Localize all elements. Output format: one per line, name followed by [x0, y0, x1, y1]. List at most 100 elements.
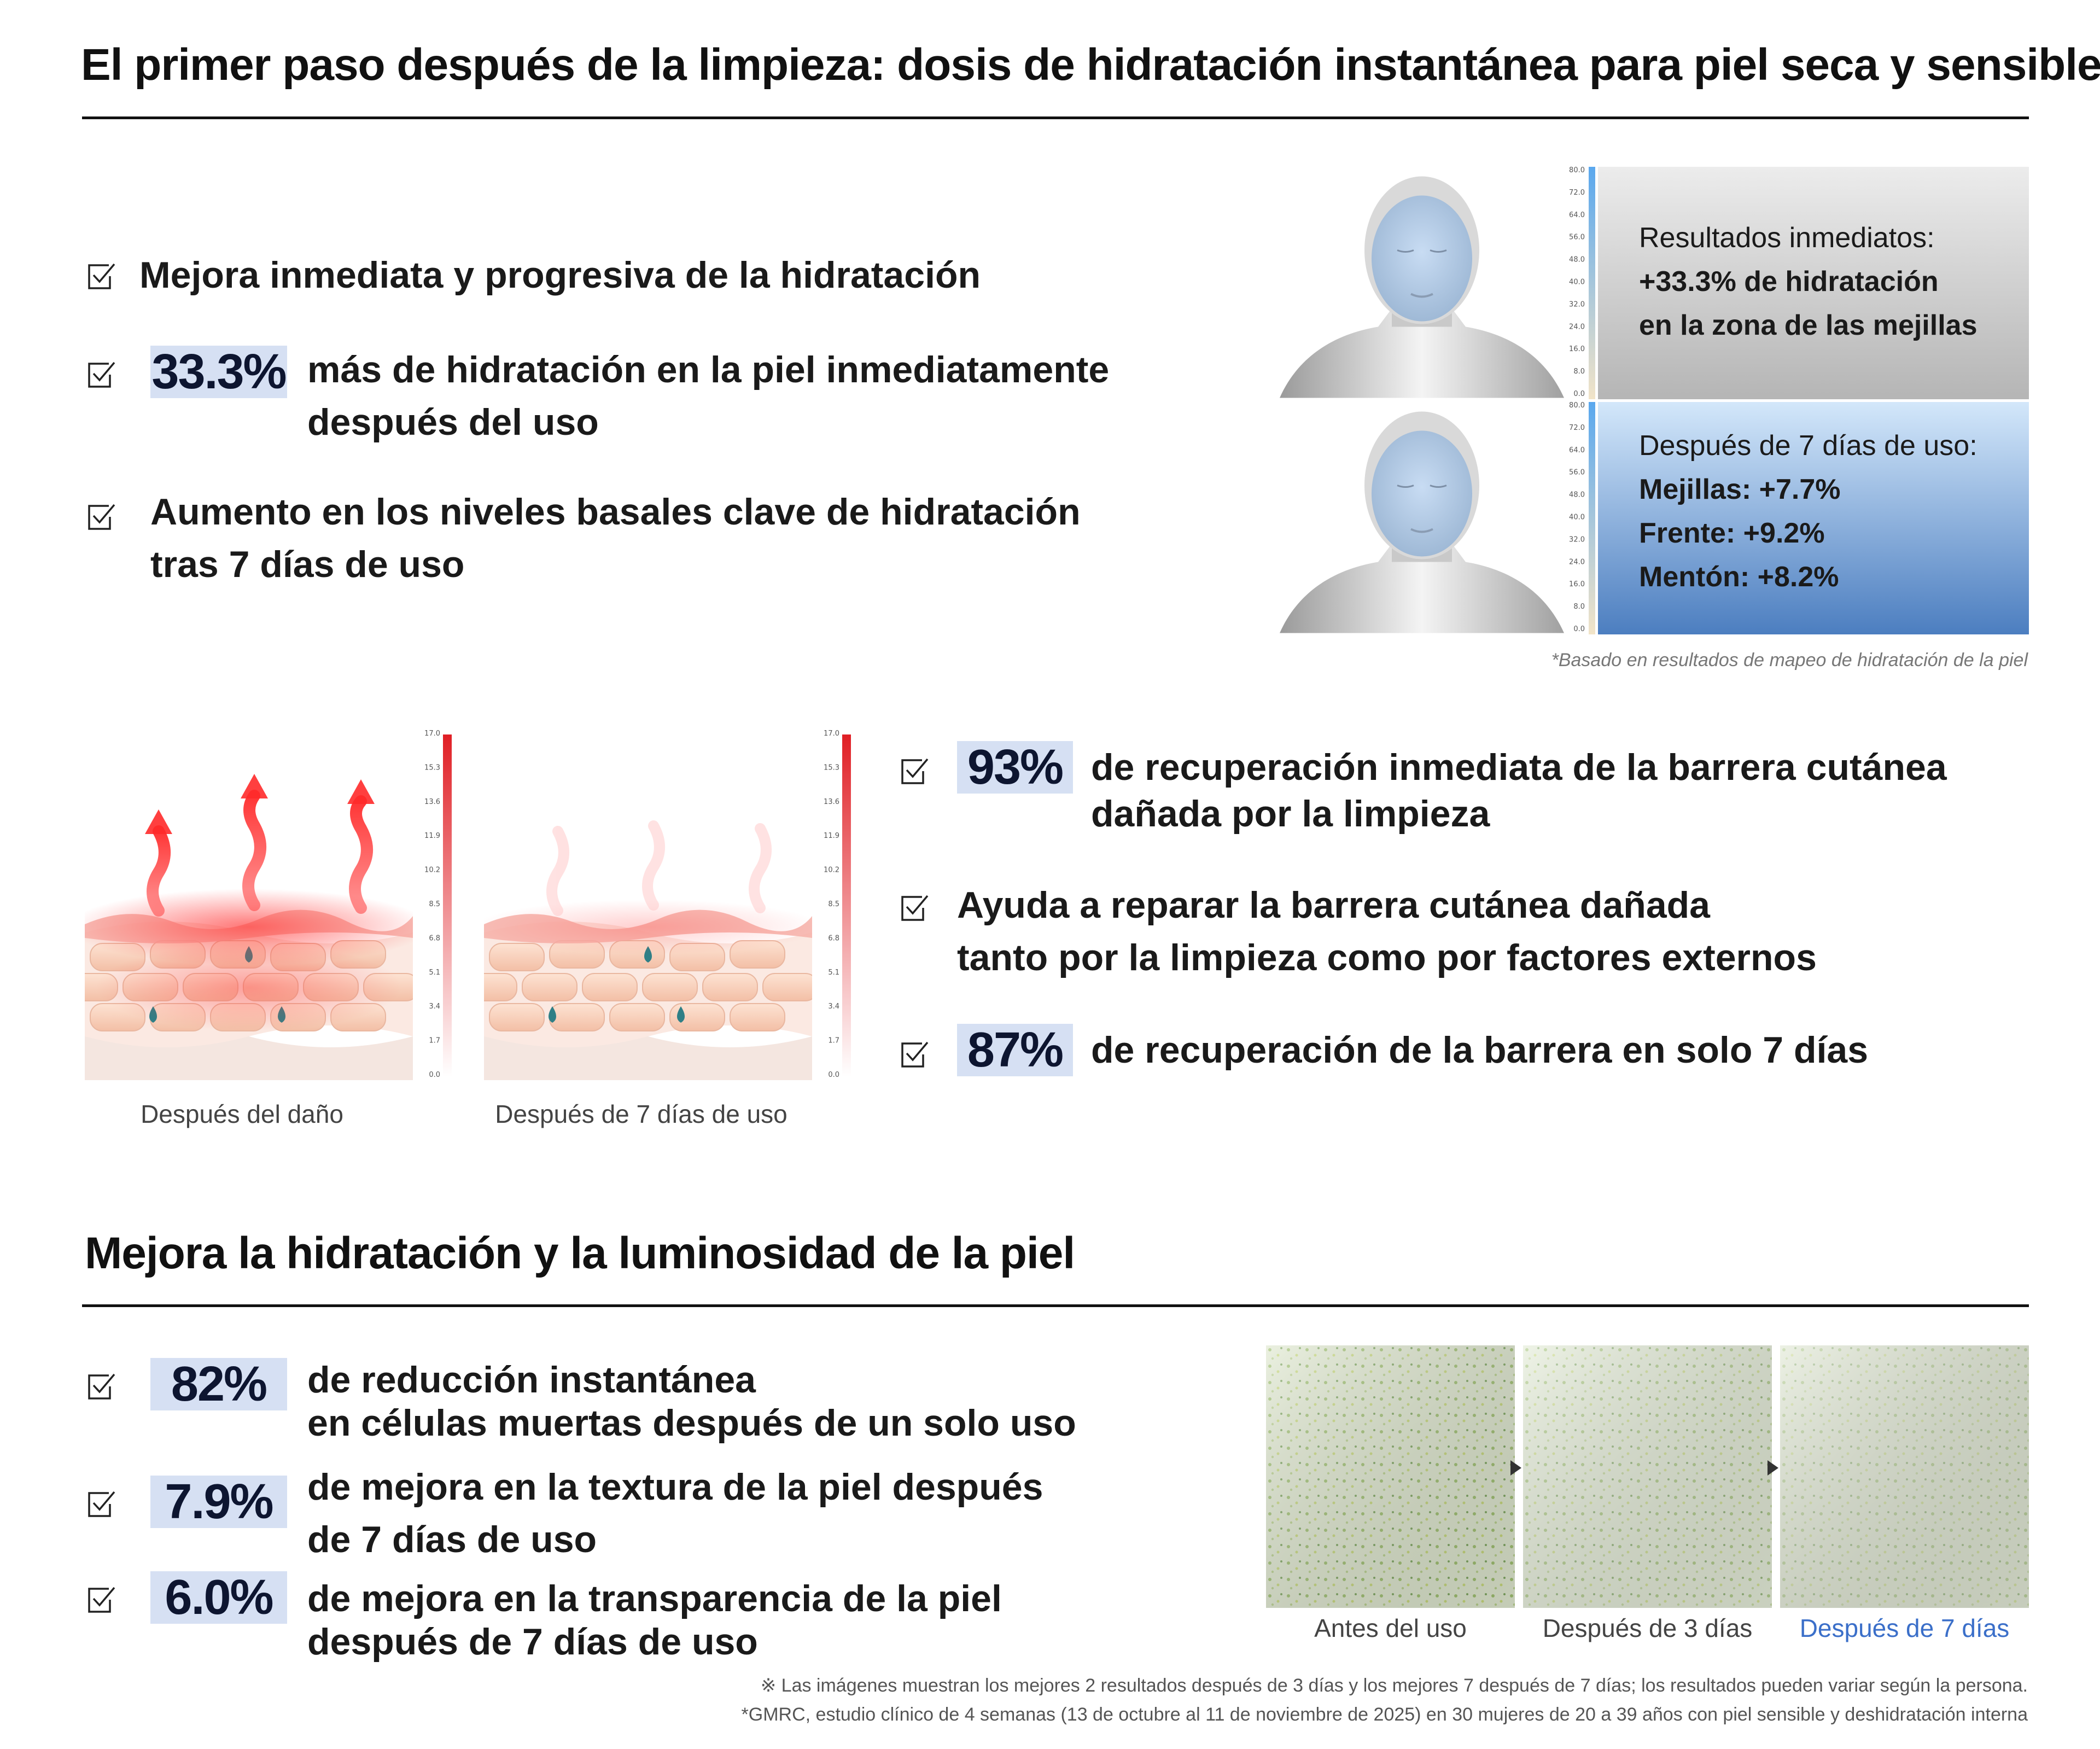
scale-tick-label: 5.1 — [429, 969, 440, 977]
scale-tick-label: 8.0 — [1573, 368, 1585, 376]
caption-after-7-days: Después de 7 días de uso — [495, 1100, 788, 1128]
scale-tick-label: 16.0 — [1569, 580, 1585, 588]
evaporation-arrows — [147, 790, 373, 917]
scale-tick-label: 5.1 — [828, 969, 839, 977]
checkbox-icon — [898, 1038, 931, 1071]
scale-tick-label: 6.8 — [828, 934, 839, 942]
hydration-scale-labels: 80.0 72.0 64.0 56.0 48.0 40.0 32.0 24.0 16.0 8.0 0… — [1569, 167, 1585, 398]
scale-tick-label: 13.6 — [824, 798, 839, 806]
section-divider — [82, 1304, 2029, 1307]
checkbox-icon — [898, 755, 931, 788]
scale-tick-label: 80.0 — [1569, 167, 1585, 174]
checkbox-icon — [85, 358, 118, 391]
scale-tick-label: 56.0 — [1569, 234, 1585, 242]
panel-stat: en la zona de las mejillas — [1639, 310, 1978, 341]
panel-heading: Resultados inmediatos: — [1639, 222, 1935, 254]
benefit-text: Mejora inmediata y progresiva de la hidr… — [139, 254, 981, 296]
scale-tick-label: 32.0 — [1569, 300, 1585, 308]
panel-heading: Después de 7 días de uso: — [1639, 430, 1978, 462]
scale-tick-label: 0.0 — [1573, 625, 1585, 633]
photo-disclaimer: ※ Las imágenes muestran los mejores 2 re… — [760, 1675, 2028, 1696]
checkbox-icon — [85, 1488, 118, 1520]
scale-tick-label: 16.0 — [1569, 345, 1585, 353]
stat-badge: 6.0% — [150, 1571, 287, 1624]
scale-tick-label: 56.0 — [1569, 469, 1585, 477]
scale-tick-label: 1.7 — [828, 1037, 839, 1045]
checkbox-icon — [85, 1583, 118, 1616]
benefit-text-line1: más de hidratación en la piel inmediatam… — [307, 349, 1110, 390]
skin-photo-comparison — [1266, 1345, 2029, 1608]
panel-stat: Frente: +9.2% — [1639, 517, 1825, 549]
benefit-text-line2: en células muertas después de un solo us… — [307, 1402, 1076, 1444]
barrier-scale-bar — [443, 734, 452, 1076]
scale-tick-label: 17.0 — [824, 730, 839, 738]
benefit-text-line1: de recuperación inmediata de la barrera … — [1091, 747, 1947, 788]
stat-badge: 33.3% — [150, 346, 287, 398]
scale-tick-label: 48.0 — [1569, 491, 1585, 499]
skin-photo-7-days — [1780, 1345, 2029, 1608]
stat-badge: 93% — [957, 741, 1073, 794]
hydration-scale-labels: 80.0 72.0 64.0 56.0 48.0 40.0 32.0 24.0 16.0 8.0 0… — [1569, 402, 1585, 633]
scale-tick-label: 10.2 — [424, 866, 440, 874]
benefit-text-line2: dañada por la limpieza — [1091, 793, 1490, 835]
benefit-text-line2: tanto por la limpieza como por factores … — [957, 937, 1817, 978]
scale-tick-label: 15.3 — [424, 763, 440, 772]
hydration-scale-bar — [1589, 402, 1595, 634]
immediate-results-panel: Resultados inmediatos: +33.3% de hidrata… — [1598, 167, 2029, 399]
heat-glow — [484, 820, 812, 954]
heat-glow — [85, 774, 413, 1031]
face-icon — [1280, 402, 1564, 634]
barrier-scale-bar — [842, 734, 851, 1076]
scale-tick-label: 8.0 — [1573, 603, 1585, 611]
scale-tick-label: 10.2 — [824, 866, 839, 874]
benefit-text-line1: Aumento en los niveles basales clave de … — [150, 491, 1081, 533]
scale-tick-label: 72.0 — [1569, 424, 1585, 432]
benefit-text-line1: de reducción instantánea — [307, 1359, 756, 1401]
scale-tick-label: 11.9 — [424, 832, 440, 840]
scale-tick-label: 8.5 — [429, 900, 440, 908]
barrier-scale-labels: 17.0 15.3 13.6 11.9 10.2 8.5 6.8 5.1 3.4 1.7 0.0 — [424, 730, 440, 1079]
benefit-text-line1: de recuperación de la barrera en solo 7 … — [1091, 1029, 1869, 1071]
scale-tick-label: 24.0 — [1569, 323, 1585, 331]
panel-stat: Mentón: +8.2% — [1639, 561, 1839, 593]
face-icon — [1280, 167, 1564, 399]
barrier-scale-labels: 17.0 15.3 13.6 11.9 10.2 8.5 6.8 5.1 3.4 1.7 0.0 — [824, 730, 839, 1079]
scale-tick-label: 17.0 — [424, 730, 440, 738]
page-title: El primer paso después de la limpieza: d… — [81, 40, 2100, 90]
photo-caption-highlight: Después de 7 días — [1799, 1614, 2010, 1642]
checkbox-icon — [898, 891, 931, 924]
scale-tick-label: 6.8 — [429, 934, 440, 942]
benefit-text-line2: después del uso — [307, 401, 599, 443]
scale-tick-label: 64.0 — [1569, 446, 1585, 454]
scale-tick-label: 13.6 — [424, 798, 440, 806]
caption-after-damage: Después del daño — [141, 1100, 343, 1128]
scale-tick-label: 0.0 — [828, 1071, 839, 1079]
scale-tick-label: 3.4 — [828, 1002, 839, 1011]
stat-badge: 82% — [150, 1358, 287, 1410]
checkbox-icon — [85, 260, 118, 293]
scale-tick-label: 80.0 — [1569, 402, 1585, 410]
skin-photo-3-days — [1523, 1345, 1772, 1608]
scale-tick-label: 32.0 — [1569, 535, 1585, 544]
section-title: Mejora la hidratación y la luminosidad d… — [85, 1228, 1075, 1278]
scale-tick-label: 11.9 — [824, 832, 839, 840]
scale-tick-label: 0.0 — [429, 1071, 440, 1079]
benefit-text-line1: de mejora en la textura de la piel despu… — [307, 1466, 1043, 1508]
skin-photo-before — [1266, 1345, 1515, 1608]
scale-tick-label: 24.0 — [1569, 558, 1585, 566]
checkbox-icon — [85, 1370, 118, 1403]
seven-day-results-panel: Después de 7 días de uso: Mejillas: +7.7… — [1598, 402, 2029, 634]
hydration-map-top: 80.0 72.0 64.0 56.0 48.0 40.0 32.0 24.0 16.0 8.0 0… — [1280, 167, 2029, 399]
arrow-right-icon — [1510, 1460, 1521, 1476]
evaporation-arrows — [546, 820, 772, 916]
benefit-text-line2: después de 7 días de uso — [307, 1621, 758, 1663]
stat-badge: 7.9% — [150, 1476, 287, 1528]
checkbox-icon — [85, 500, 118, 533]
scale-tick-label: 40.0 — [1569, 278, 1585, 287]
scale-tick-label: 64.0 — [1569, 211, 1585, 219]
benefit-text-line2: tras 7 días de uso — [150, 544, 465, 585]
arrow-right-icon — [1768, 1460, 1778, 1476]
study-footnote: *GMRC, estudio clínico de 4 semanas (13 … — [741, 1704, 2028, 1725]
hydration-scale-bar — [1589, 167, 1595, 399]
barrier-illustration-recovered: 17.0 15.3 13.6 11.9 10.2 8.5 6.8 5.1 3.4 1.7 0.0 — [484, 730, 856, 1080]
